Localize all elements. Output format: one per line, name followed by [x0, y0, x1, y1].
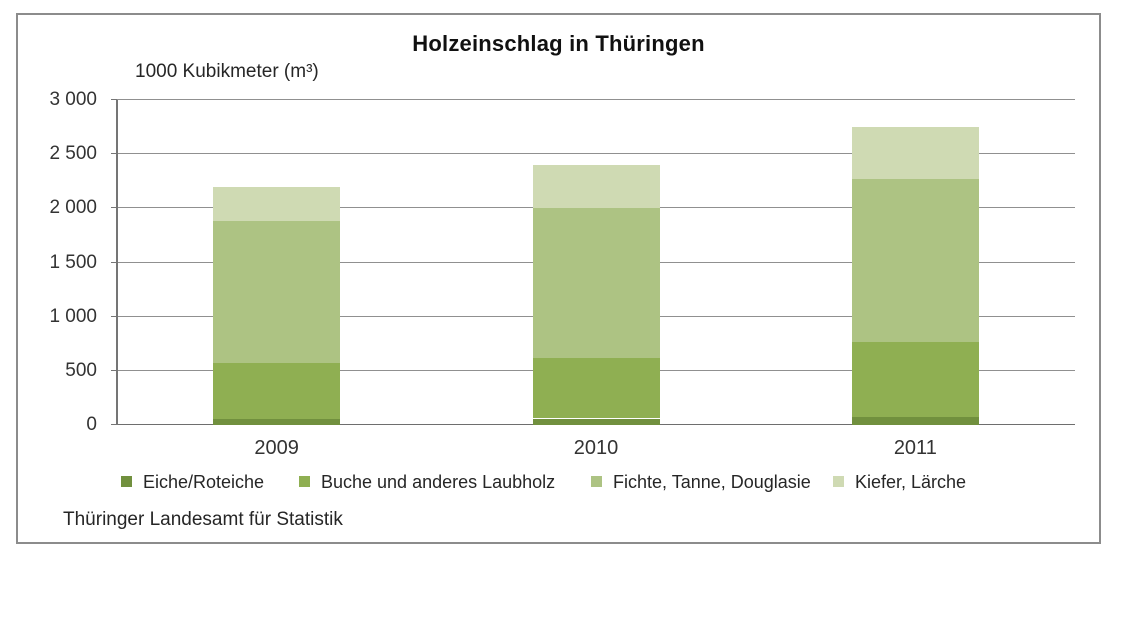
source-label: Thüringer Landesamt für Statistik	[63, 509, 343, 530]
y-axis-tick-label: 500	[65, 359, 97, 381]
legend-label: Eiche/Roteiche	[143, 472, 265, 492]
legend-label: Fichte, Tanne, Douglasie	[613, 472, 811, 492]
y-axis-tick	[111, 153, 117, 155]
chart-title: Holzeinschlag in Thüringen	[412, 31, 705, 56]
gridline	[117, 153, 1075, 155]
y-axis-line	[116, 100, 118, 425]
y-axis-tick-label: 3 000	[49, 89, 97, 110]
bar-segment	[532, 165, 660, 209]
legend-swatch	[591, 476, 602, 487]
bar-segment	[851, 341, 979, 418]
y-axis-tick	[111, 99, 117, 100]
bar-segment	[532, 357, 660, 419]
y-axis-tick	[111, 207, 117, 209]
chart-frame: Holzeinschlag in Thüringen 1000 Kubikmet…	[16, 13, 1101, 544]
bar-segment	[851, 417, 979, 425]
legend-swatch	[299, 476, 310, 487]
bar-segment	[213, 362, 341, 420]
bar-segment	[851, 127, 979, 180]
y-axis-tick-label: 1 500	[49, 251, 97, 273]
x-axis-tick-label: 2011	[893, 437, 937, 459]
legend-swatch	[833, 476, 844, 487]
x-axis-tick-label: 2010	[573, 437, 619, 459]
legend-label: Kiefer, Lärche	[855, 472, 967, 492]
y-axis-tick-label: 2 500	[49, 143, 97, 165]
bar-segment	[532, 418, 660, 425]
y-axis-tick	[111, 315, 117, 317]
bar-segment	[851, 179, 979, 342]
bar-segment	[213, 221, 341, 363]
bar-segment	[213, 186, 341, 222]
legend-swatch	[121, 476, 132, 487]
y-axis-tick	[111, 424, 117, 425]
x-axis-tick-label: 2009	[254, 437, 299, 459]
y-axis-tick-label: 2 000	[49, 197, 97, 219]
y-axis-tick	[111, 369, 117, 371]
bar-segment	[532, 208, 660, 358]
bar-segment	[213, 419, 341, 425]
y-axis-tick-label: 0	[86, 414, 97, 435]
legend-label: Buche und anderes Laubholz	[321, 472, 556, 492]
y-axis-unit-label: 1000 Kubikmeter (m³)	[135, 61, 319, 82]
y-axis-tick	[111, 261, 117, 263]
gridline	[117, 99, 1075, 100]
y-axis-tick-label: 1 000	[49, 305, 97, 327]
